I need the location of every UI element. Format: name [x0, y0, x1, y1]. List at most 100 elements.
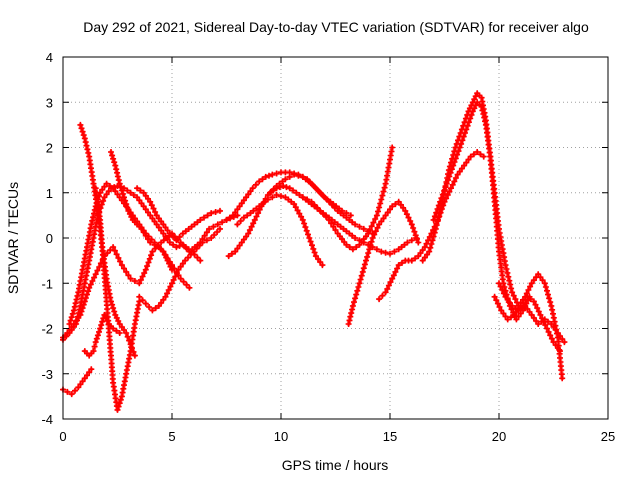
data-point	[515, 307, 522, 314]
data-point	[512, 296, 519, 303]
data-point	[354, 287, 361, 294]
data-point	[206, 225, 213, 232]
data-point	[125, 272, 132, 279]
data-point	[454, 151, 461, 158]
data-point	[103, 191, 110, 198]
series-arc-j	[134, 185, 223, 244]
data-point	[223, 216, 230, 223]
data-point	[373, 212, 380, 219]
data-point	[295, 172, 302, 179]
data-point	[117, 396, 124, 403]
data-point	[299, 194, 306, 201]
data-point	[507, 281, 514, 288]
data-point	[525, 287, 532, 293]
data-point	[544, 325, 550, 332]
data-point	[360, 225, 367, 232]
data-point	[347, 212, 354, 219]
data-point	[459, 137, 466, 144]
data-point	[104, 250, 111, 257]
data-point	[359, 268, 366, 275]
data-point	[357, 276, 364, 283]
series-arc-u	[496, 280, 568, 346]
data-point	[431, 213, 438, 220]
data-point	[465, 119, 472, 126]
data-point	[389, 275, 396, 282]
data-point	[103, 180, 110, 187]
data-point	[170, 276, 177, 283]
data-point	[348, 310, 355, 317]
data-point	[72, 387, 78, 394]
data-point	[282, 176, 289, 183]
data-point	[169, 266, 175, 273]
data-point	[407, 218, 414, 224]
x-tick-label: 15	[383, 429, 397, 444]
data-point	[170, 233, 177, 240]
data-point	[307, 238, 314, 245]
data-point	[305, 231, 311, 238]
data-point	[121, 265, 127, 272]
data-point	[186, 284, 193, 291]
data-point	[142, 232, 149, 239]
data-point	[203, 229, 210, 236]
data-point	[294, 207, 301, 214]
data-point	[346, 244, 353, 251]
y-tick-label: 2	[46, 141, 53, 156]
data-point	[197, 257, 204, 264]
data-point	[98, 322, 105, 329]
data-point	[311, 183, 318, 190]
data-point	[549, 306, 556, 313]
data-point	[426, 248, 433, 255]
data-point	[137, 187, 144, 194]
data-point	[491, 293, 498, 300]
data-point	[253, 213, 260, 220]
data-point	[115, 254, 122, 261]
data-point	[314, 186, 321, 193]
data-point	[480, 153, 487, 160]
data-point	[266, 172, 272, 179]
data-point	[504, 269, 511, 276]
data-point	[381, 184, 388, 191]
data-point	[147, 239, 154, 246]
data-point	[376, 204, 383, 211]
data-point	[96, 328, 102, 335]
data-point	[296, 192, 303, 198]
data-point	[387, 250, 393, 257]
data-point	[152, 209, 159, 215]
data-point	[358, 272, 365, 279]
data-point	[442, 184, 449, 191]
data-point	[431, 229, 438, 236]
data-point	[256, 178, 263, 185]
data-point	[452, 175, 459, 181]
data-point	[496, 280, 502, 287]
data-point	[245, 230, 252, 237]
data-point	[479, 107, 486, 114]
data-point	[548, 335, 555, 342]
data-point	[273, 170, 280, 177]
data-point	[286, 185, 293, 192]
data-point	[142, 206, 149, 213]
data-point	[177, 263, 184, 270]
data-point	[203, 237, 210, 244]
data-point	[365, 250, 372, 257]
data-point	[199, 239, 206, 246]
data-point	[368, 238, 375, 245]
data-point	[317, 189, 324, 196]
data-point	[539, 277, 546, 284]
data-point	[372, 216, 379, 222]
data-point	[145, 236, 151, 243]
data-point	[182, 257, 189, 264]
y-tick-label: 1	[46, 186, 53, 201]
data-point	[122, 197, 129, 204]
data-point	[545, 291, 551, 298]
data-point	[142, 300, 149, 307]
data-point	[149, 307, 156, 314]
data-point	[509, 289, 516, 296]
y-tick-labels: -4 -3 -2 -1 0 1 2 3 4	[41, 50, 53, 427]
data-point	[374, 224, 381, 231]
data-point	[115, 403, 122, 410]
data-point	[326, 198, 332, 205]
data-point	[245, 191, 252, 198]
data-point	[146, 304, 153, 310]
data-point	[367, 242, 374, 249]
data-point	[332, 227, 339, 234]
